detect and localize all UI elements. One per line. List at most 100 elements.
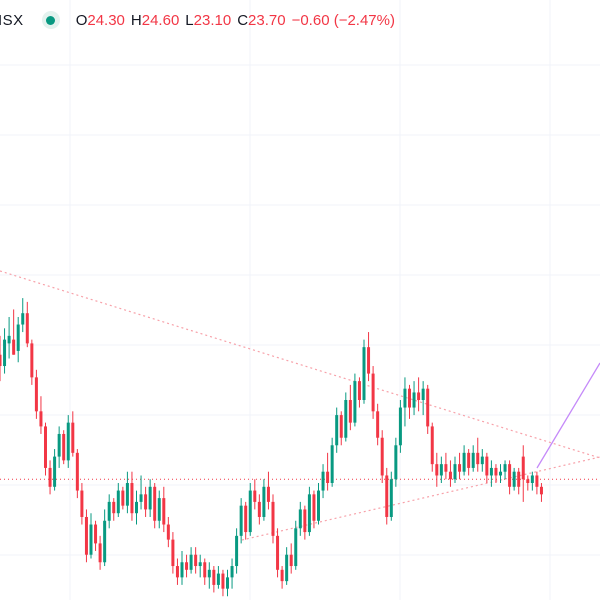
candle-down bbox=[348, 384, 352, 431]
candle-body bbox=[489, 467, 493, 476]
candle-body bbox=[189, 554, 193, 570]
candle-body bbox=[166, 524, 170, 540]
candle-body bbox=[66, 422, 70, 461]
candle-down bbox=[539, 483, 543, 502]
candle-body bbox=[130, 483, 134, 514]
candle-down bbox=[271, 494, 275, 544]
candle-down bbox=[171, 532, 175, 574]
candle-up bbox=[471, 445, 475, 472]
candle-down bbox=[75, 449, 79, 499]
candle-body bbox=[194, 554, 198, 567]
high-value: 24.60 bbox=[141, 11, 180, 29]
candle-body bbox=[235, 535, 239, 567]
candle-up bbox=[353, 373, 357, 427]
candle-up bbox=[285, 547, 289, 585]
candle-up bbox=[512, 467, 516, 491]
candle-body bbox=[266, 486, 270, 502]
candle-body bbox=[180, 562, 184, 578]
candle-down bbox=[326, 452, 330, 491]
candle-body bbox=[485, 456, 489, 476]
candle-body bbox=[499, 471, 502, 476]
candle-body bbox=[353, 381, 357, 423]
candle-body bbox=[21, 313, 25, 325]
candle-up bbox=[335, 407, 339, 453]
candle-down bbox=[357, 377, 361, 408]
candle-body bbox=[357, 381, 361, 400]
candle-body bbox=[239, 505, 243, 536]
candle-down bbox=[476, 437, 480, 472]
candle-body bbox=[71, 422, 75, 453]
candle-down bbox=[517, 467, 521, 495]
candle-down bbox=[435, 452, 439, 487]
candle-down bbox=[408, 384, 411, 419]
candle-body bbox=[494, 467, 498, 476]
candle-down bbox=[162, 486, 166, 533]
candle-body bbox=[153, 486, 157, 521]
candle-up bbox=[317, 483, 320, 525]
candle-down bbox=[80, 483, 84, 525]
candle-body bbox=[221, 573, 225, 589]
candle-body bbox=[480, 456, 484, 465]
candle-up bbox=[530, 471, 534, 491]
candle-body bbox=[371, 373, 375, 412]
candle-down bbox=[367, 332, 371, 382]
symbol-label[interactable]: ISX bbox=[0, 11, 24, 29]
candle-down bbox=[62, 430, 66, 465]
candle-down bbox=[526, 475, 530, 491]
candle-up bbox=[453, 456, 457, 484]
candle-body bbox=[216, 573, 220, 585]
candle-down bbox=[485, 452, 489, 484]
candle-body bbox=[89, 524, 93, 555]
candle-down bbox=[303, 505, 307, 540]
candle-down bbox=[166, 516, 170, 548]
candle-body bbox=[294, 528, 298, 567]
candle-up bbox=[207, 562, 211, 589]
candle-body bbox=[175, 566, 179, 578]
candle-up bbox=[499, 464, 502, 484]
candle-body bbox=[226, 577, 229, 589]
candle-down bbox=[448, 460, 452, 487]
candle-up bbox=[103, 509, 107, 567]
candle-up bbox=[489, 460, 493, 487]
candle-body bbox=[330, 445, 334, 484]
candle-body bbox=[144, 494, 148, 510]
candle-down bbox=[185, 554, 189, 578]
candle-body bbox=[162, 498, 166, 525]
candle-up bbox=[307, 486, 311, 536]
candle-body bbox=[48, 467, 52, 487]
candle-up bbox=[107, 494, 111, 529]
candle-body bbox=[317, 490, 320, 521]
candle-body bbox=[444, 464, 448, 472]
candle-down bbox=[98, 535, 102, 570]
candle-body bbox=[362, 347, 366, 400]
candle-up bbox=[394, 437, 398, 487]
candle-body bbox=[467, 452, 471, 468]
change-value: −0.60 (−2.47%) bbox=[291, 11, 395, 29]
market-open-dot-icon bbox=[41, 11, 60, 29]
close-label: C bbox=[237, 11, 249, 29]
candle-down bbox=[312, 490, 316, 529]
candle-body bbox=[303, 509, 307, 533]
candle-up bbox=[262, 479, 266, 521]
candle-up bbox=[330, 437, 334, 487]
candle-body bbox=[139, 494, 143, 502]
candle-down bbox=[253, 479, 257, 510]
candle-body bbox=[185, 562, 189, 570]
candle-down bbox=[153, 483, 157, 529]
candle-up bbox=[180, 550, 184, 585]
candle-body bbox=[84, 516, 88, 555]
candle-body bbox=[394, 445, 398, 480]
candle-up bbox=[239, 498, 243, 544]
candle-body bbox=[203, 562, 207, 578]
candle-up bbox=[89, 513, 93, 559]
candle-up bbox=[362, 339, 366, 404]
candle-body bbox=[25, 313, 29, 344]
candle-body bbox=[171, 539, 175, 567]
candle-down bbox=[521, 445, 525, 502]
candle-down bbox=[34, 369, 38, 419]
candle-body bbox=[539, 486, 543, 495]
candle-up bbox=[3, 328, 7, 374]
candle-down bbox=[257, 494, 261, 525]
